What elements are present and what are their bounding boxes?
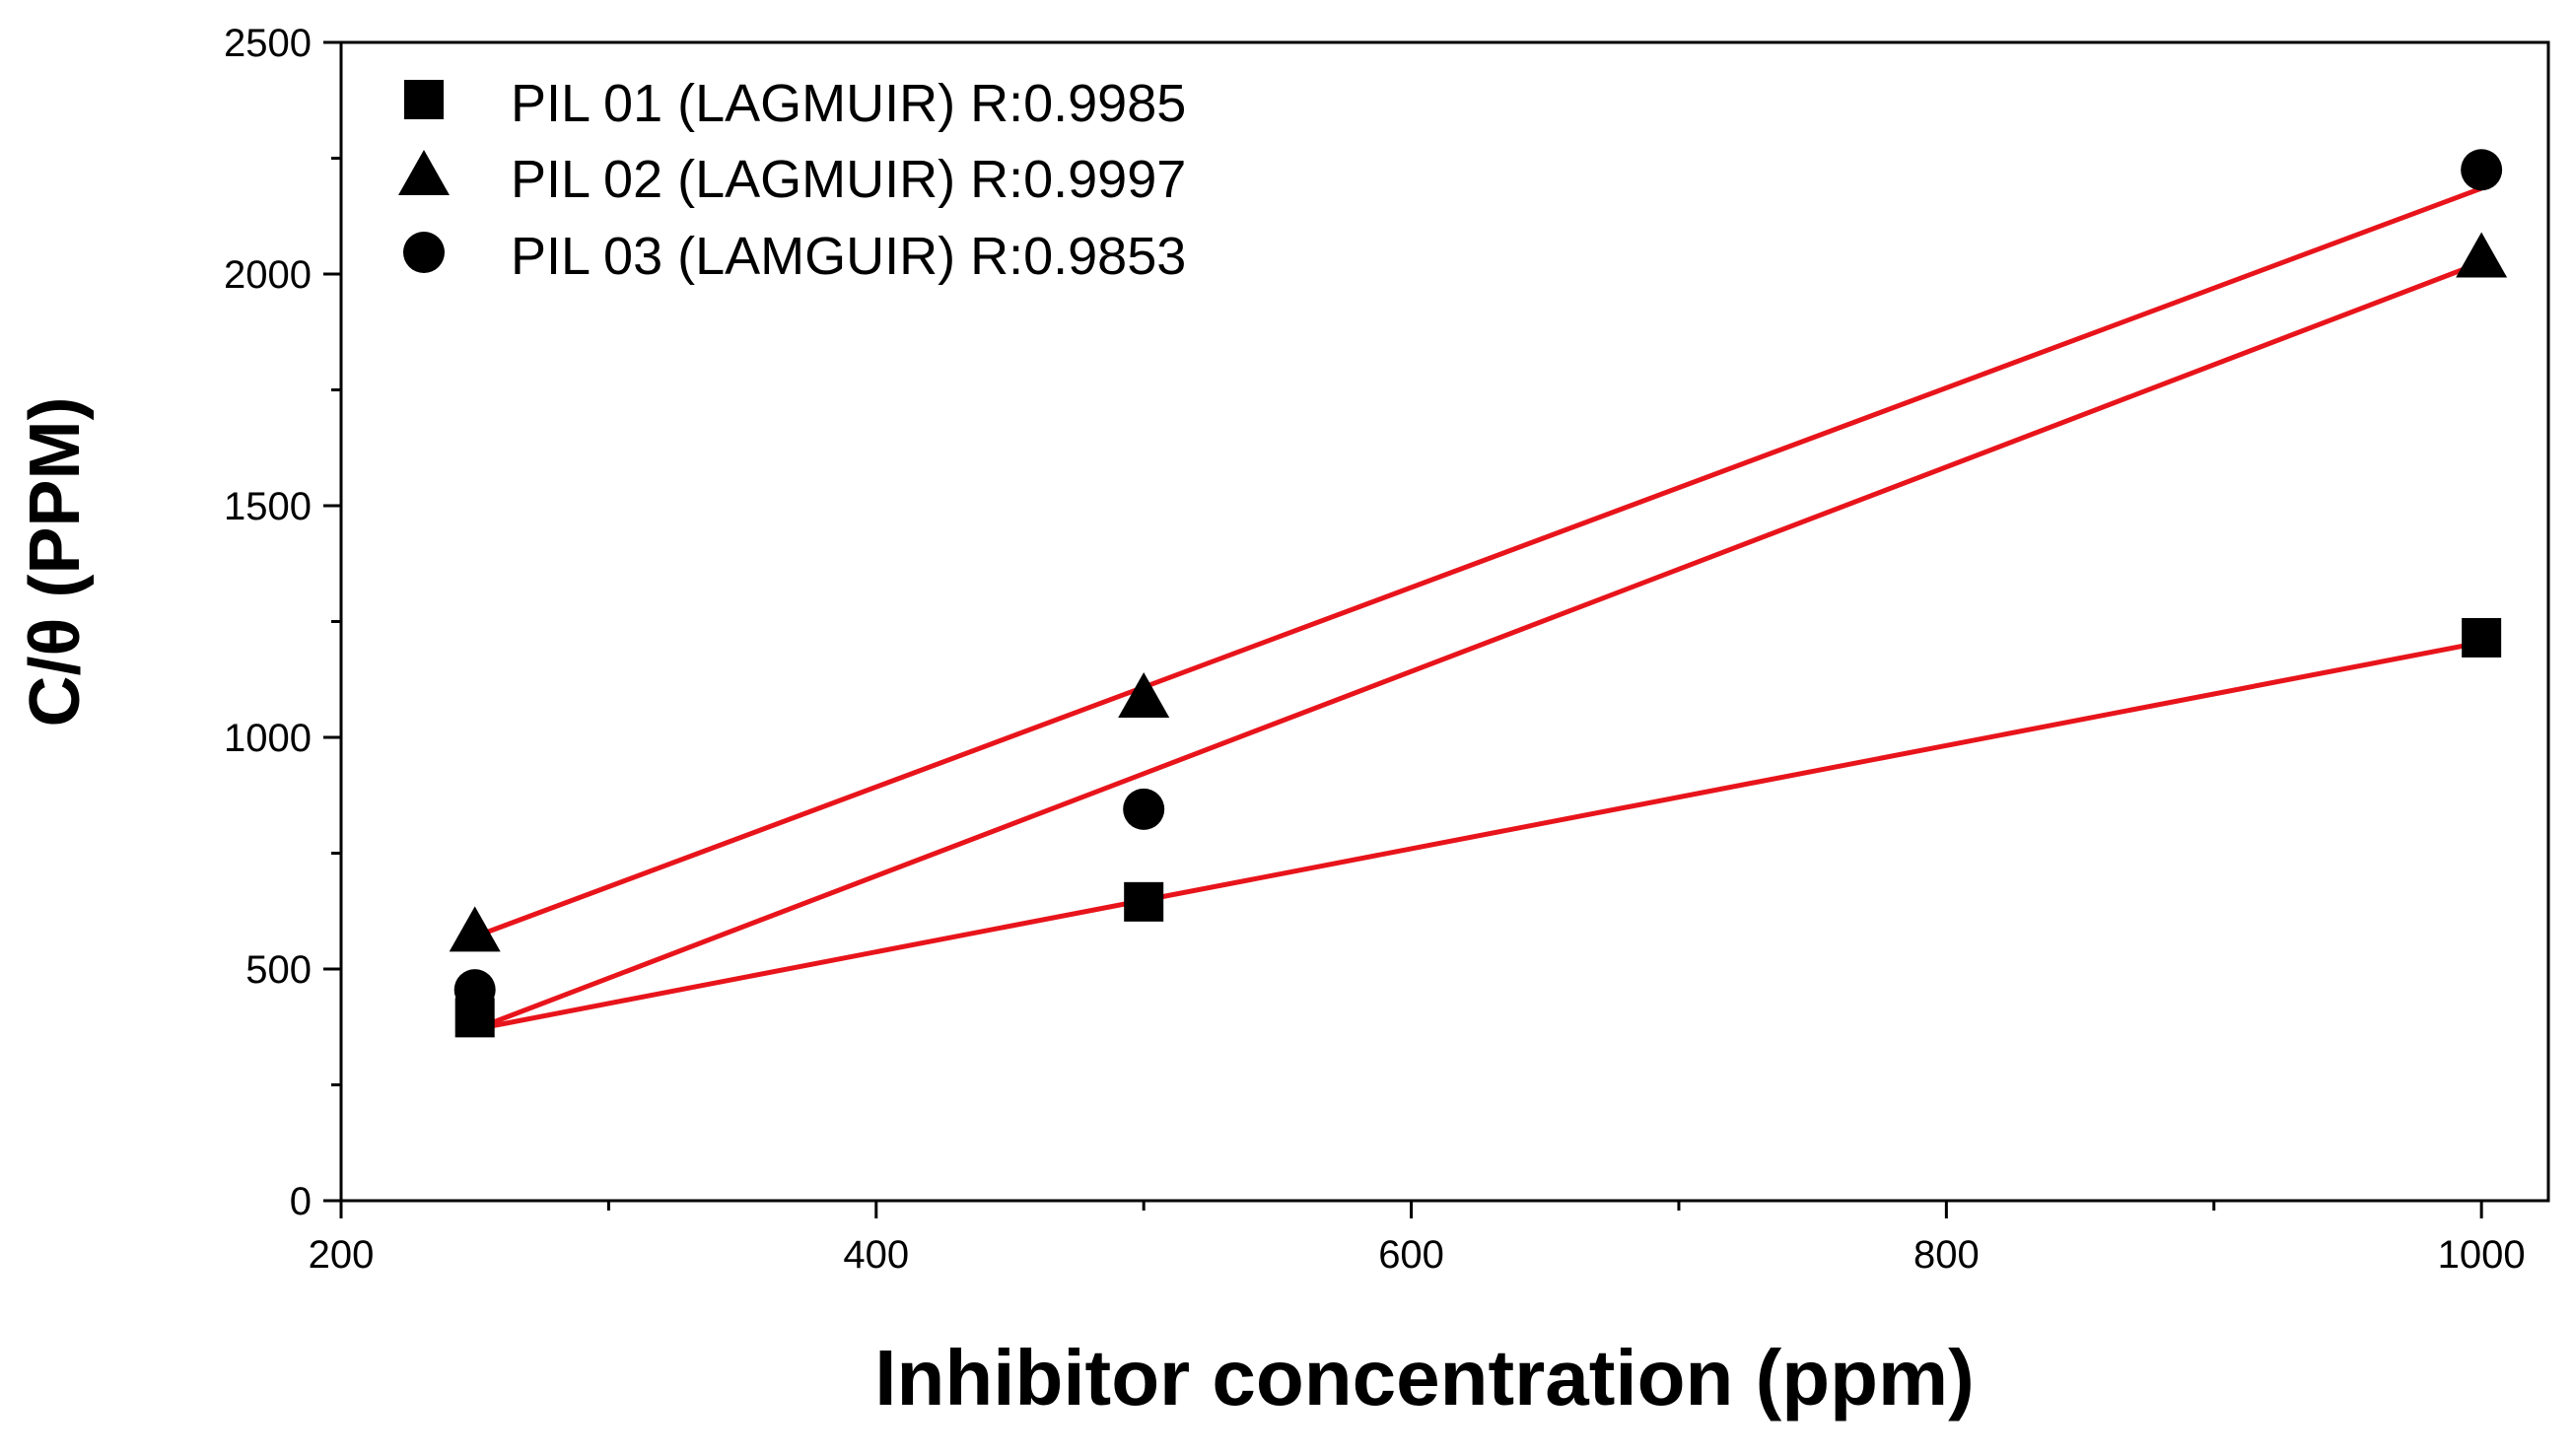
legend-label: PIL 01 (LAGMUIR) R:0.9985	[511, 74, 1186, 133]
x-tick-label: 600	[1378, 1233, 1444, 1277]
x-axis-title: Inhibitor concentration (ppm)	[874, 1334, 1974, 1421]
x-tick-label: 400	[843, 1233, 909, 1277]
legend: PIL 01 (LAGMUIR) R:0.9985 PIL 02 (LAGMUIR…	[398, 74, 1186, 286]
x-tick-label: 1000	[2438, 1233, 2526, 1277]
y-tick-label: 1000	[224, 717, 312, 760]
legend-entry: PIL 01 (LAGMUIR) R:0.9985	[404, 74, 1186, 133]
legend-label: PIL 02 (LAGMUIR) R:0.9997	[511, 150, 1186, 209]
legend-marker-square	[404, 80, 444, 119]
legend-marker-circle	[403, 232, 445, 273]
plot-area-border	[339, 40, 2550, 1203]
data-point-circle	[453, 969, 496, 1011]
axis-ticks	[323, 40, 2483, 1218]
y-tick-label: 0	[290, 1180, 312, 1223]
fit-line	[473, 259, 2483, 1032]
data-point-circle	[2461, 149, 2503, 191]
fit-line	[473, 185, 2483, 939]
data-point-square	[2462, 617, 2502, 658]
y-tick-label: 2000	[224, 253, 312, 297]
legend-entry: PIL 02 (LAGMUIR) R:0.9997	[398, 150, 1186, 209]
data-point-circle	[1123, 788, 1165, 830]
fit-lines	[473, 185, 2483, 1032]
x-tick-label: 800	[1913, 1233, 1980, 1277]
y-axis-title: C/θ (PPM)	[16, 397, 95, 728]
x-tick-label: 200	[309, 1233, 375, 1277]
plot-frame	[339, 40, 2550, 1203]
y-tick-label: 2500	[224, 22, 312, 65]
fit-line	[474, 640, 2482, 1032]
legend-marker-triangle	[398, 150, 450, 195]
y-tick-label: 500	[245, 948, 312, 992]
data-point-square	[1124, 881, 1164, 922]
tick-labels: 200 400 600 800 1000 0 500 1000 1500 2000 2500	[224, 22, 2526, 1277]
legend-entry: PIL 03 (LAMGUIR) R:0.9853	[403, 227, 1186, 286]
legend-label: PIL 03 (LAMGUIR) R:0.9853	[511, 227, 1186, 286]
data-markers	[449, 149, 2508, 1038]
y-tick-label: 1500	[224, 485, 312, 528]
data-point-triangle	[2456, 232, 2508, 278]
data-point-triangle	[449, 906, 501, 952]
data-point-triangle	[1118, 672, 1170, 719]
